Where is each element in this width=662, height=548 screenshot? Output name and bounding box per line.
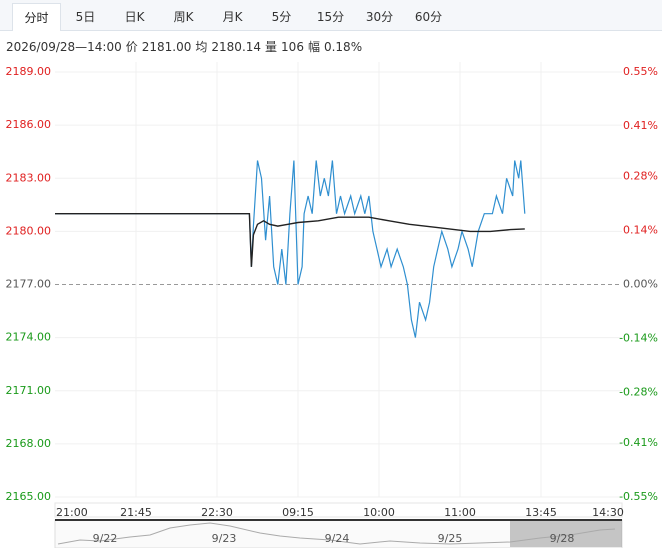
- info-item: 106: [281, 40, 304, 54]
- x-tick-label: 09:15: [282, 506, 314, 519]
- x-tick-label: 14:30: [592, 506, 624, 519]
- y-tick-label: 2183.00: [6, 171, 52, 184]
- series-line: [55, 213, 525, 267]
- info-item: 0.18%: [323, 40, 363, 54]
- info-item: 幅: [307, 40, 320, 54]
- x-tick-label: 22:30: [201, 506, 233, 519]
- navigator-label: 9/23: [212, 532, 237, 545]
- tab[interactable]: 15分: [316, 10, 345, 24]
- tab[interactable]: 60分: [414, 10, 443, 24]
- x-tick-label: 21:00: [56, 506, 88, 519]
- tab[interactable]: 月K: [222, 10, 243, 24]
- info-item: 2026/09/28—14:00: [6, 40, 122, 54]
- x-axis-band: [54, 502, 623, 518]
- y2-tick-label: -0.41%: [619, 436, 658, 449]
- series-line: [55, 160, 526, 338]
- y-tick-label: 2189.00: [6, 65, 52, 78]
- info-item: 2180.14: [211, 40, 262, 54]
- y-tick-label: 2168.00: [6, 437, 52, 450]
- tab[interactable]: 5分: [271, 10, 292, 24]
- navigator-line: [57, 522, 616, 545]
- x-tick-label: 21:45: [120, 506, 152, 519]
- y-tick-label: 2171.00: [6, 384, 52, 397]
- y2-tick-label: -0.55%: [619, 490, 658, 503]
- info-item: 均: [195, 40, 208, 54]
- tab[interactable]: 5日: [75, 10, 96, 24]
- navigator-label: 9/24: [325, 532, 350, 545]
- x-tick-label: 11:00: [444, 506, 476, 519]
- y2-tick-label: 0.00%: [623, 278, 658, 291]
- tab-bar: 分时 5日 日K 周K 月K 5分 15分 30分 60分: [0, 0, 662, 31]
- y-tick-label: 2165.00: [6, 490, 52, 503]
- y2-tick-label: 0.28%: [623, 169, 658, 182]
- y-tick-label: 2177.00: [6, 278, 52, 291]
- navigator-window[interactable]: [510, 521, 622, 547]
- y2-tick-label: 0.55%: [623, 65, 658, 78]
- navigator-label: 9/22: [93, 532, 118, 545]
- tab[interactable]: 分时: [12, 3, 61, 31]
- navigator-label: 9/25: [438, 532, 463, 545]
- info-item: 2181.00: [141, 40, 192, 54]
- info-bar: 2026/09/28—14:00 价 2181.00 均 2180.14 量 106 幅 0.1…: [6, 38, 366, 55]
- y2-tick-label: 0.14%: [623, 223, 658, 236]
- y2-tick-label: -0.14%: [619, 332, 658, 345]
- tab[interactable]: 30分: [365, 10, 394, 24]
- y2-tick-label: 0.41%: [623, 119, 658, 132]
- x-tick-label: 13:45: [525, 506, 557, 519]
- navigator-label: 9/28: [550, 532, 575, 545]
- y-tick-label: 2186.00: [6, 118, 52, 131]
- tab[interactable]: 周K: [173, 10, 194, 24]
- y-tick-label: 2180.00: [6, 224, 52, 237]
- y2-tick-label: -0.28%: [619, 386, 658, 399]
- info-item: 价: [125, 40, 138, 54]
- info-item: 量: [265, 40, 278, 54]
- x-tick-label: 10:00: [363, 506, 395, 519]
- tab[interactable]: 日K: [124, 10, 145, 24]
- y-tick-label: 2174.00: [6, 331, 52, 344]
